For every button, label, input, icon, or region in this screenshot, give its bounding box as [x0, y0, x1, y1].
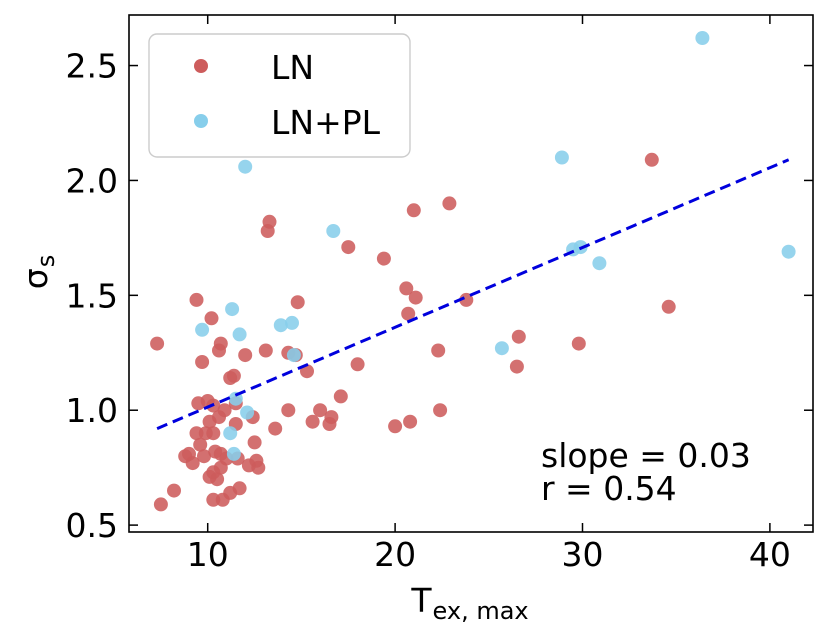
x-tick-label: 20 — [374, 535, 416, 574]
data-points-layer — [150, 31, 796, 512]
data-point — [433, 403, 448, 418]
x-axis-label-sub: ex, max — [433, 597, 529, 625]
data-point — [225, 302, 240, 317]
legend-marker-ln — [194, 59, 208, 73]
y-tick-label: 2.5 — [66, 47, 118, 86]
y-axis-label-sub: s — [32, 255, 60, 268]
data-point — [238, 348, 253, 363]
y-tick-label: 2.0 — [66, 161, 118, 200]
data-point — [210, 472, 225, 487]
data-point — [376, 251, 391, 266]
legend-box — [148, 33, 411, 158]
data-point — [290, 295, 305, 310]
data-point — [350, 357, 365, 372]
data-point — [226, 446, 241, 461]
axis-ticks-layer: 10 20 30 40 0.5 1.0 1.5 2.0 2.5 — [66, 15, 813, 574]
data-point — [268, 421, 283, 436]
data-point — [494, 341, 509, 356]
data-point — [781, 244, 796, 259]
data-point — [511, 329, 526, 344]
data-point — [509, 359, 524, 374]
data-point — [341, 240, 356, 255]
data-point — [406, 203, 421, 218]
data-point — [442, 196, 457, 211]
data-point — [193, 437, 208, 452]
data-point — [150, 336, 165, 351]
data-point — [223, 426, 238, 441]
data-point — [195, 355, 210, 369]
x-axis-label: Tex, max — [410, 581, 528, 625]
data-point — [286, 348, 301, 363]
data-point — [273, 318, 288, 333]
y-tick-label: 1.5 — [66, 276, 118, 315]
regression-fit-line — [156, 158, 790, 430]
x-tick-label: 40 — [749, 535, 791, 574]
y-axis-label: σs — [16, 255, 60, 289]
legend-marker-ln-pl — [194, 114, 208, 128]
data-point — [195, 322, 210, 337]
data-point — [247, 435, 262, 450]
series-ln — [150, 152, 676, 512]
data-point — [281, 403, 296, 418]
data-point — [388, 419, 403, 434]
data-point — [695, 31, 710, 45]
data-point — [313, 403, 328, 418]
data-point — [217, 403, 232, 418]
legend-label-ln: LN — [271, 48, 314, 87]
data-point — [285, 315, 299, 330]
data-point — [408, 290, 423, 305]
data-point — [197, 449, 211, 464]
data-point — [459, 292, 474, 307]
data-point — [326, 224, 341, 238]
data-point — [232, 327, 247, 342]
y-tick-label: 1.0 — [66, 391, 118, 430]
plot-area-frame — [128, 14, 814, 533]
data-point — [206, 426, 221, 441]
data-point — [324, 410, 339, 425]
data-point — [262, 214, 277, 229]
x-axis-label-main: T — [410, 581, 432, 620]
r-annotation: r = 0.54 — [541, 469, 677, 508]
data-point — [232, 481, 247, 496]
data-point — [403, 414, 418, 429]
data-point — [333, 389, 348, 404]
data-point — [305, 414, 320, 429]
legend-label-ln-pl: LN+PL — [271, 103, 381, 142]
data-point — [251, 460, 266, 475]
data-point — [238, 159, 253, 174]
x-tick-label: 30 — [562, 535, 604, 574]
legend: LN LN+PL — [148, 33, 411, 158]
data-point — [431, 343, 446, 358]
x-tick-label: 10 — [187, 535, 229, 574]
y-axis-label-main: σ — [16, 268, 55, 289]
data-point — [153, 497, 168, 512]
data-point — [401, 306, 416, 321]
data-point — [644, 152, 659, 167]
data-point — [204, 311, 219, 326]
data-point — [167, 483, 181, 498]
data-point — [185, 456, 200, 471]
data-point — [554, 150, 569, 165]
data-point — [213, 336, 228, 351]
data-point — [240, 405, 255, 420]
slope-annotation: slope = 0.03 — [541, 436, 751, 475]
data-point — [189, 292, 204, 307]
y-tick-label: 0.5 — [66, 506, 118, 545]
data-point — [661, 299, 676, 314]
data-point — [592, 256, 607, 271]
data-point — [258, 343, 273, 358]
data-point — [399, 281, 414, 296]
data-point — [226, 368, 241, 383]
data-point — [571, 336, 586, 351]
